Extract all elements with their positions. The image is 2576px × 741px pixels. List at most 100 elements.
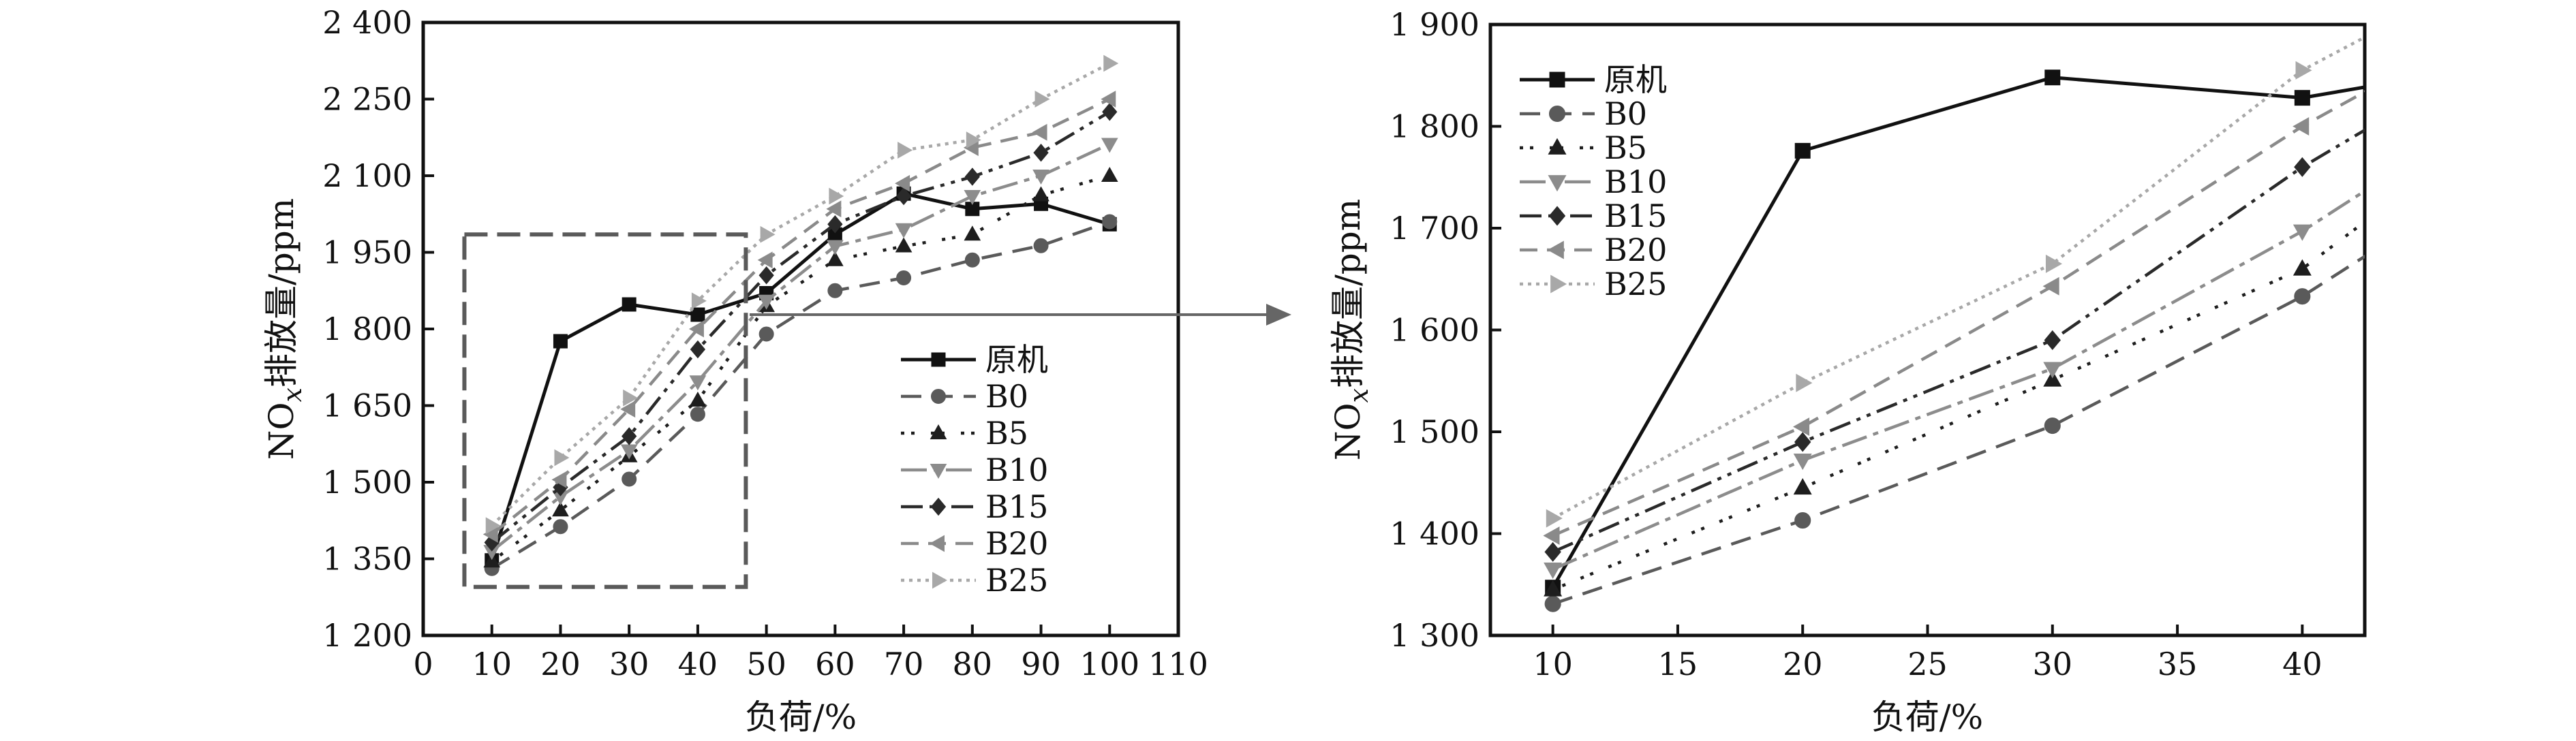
left-legend-marker [930,424,947,439]
right-legend-marker [1547,240,1564,259]
left-series-B0 [484,214,1118,576]
left-data-point [758,326,774,342]
left-series-line [490,191,1110,561]
right-legend-marker [1548,105,1566,123]
left-data-point [760,225,776,243]
left-y-tick-label: 1 200 [322,617,412,654]
right-data-point [1544,541,1561,562]
right-legend-marker [1549,72,1565,88]
left-data-point [757,251,773,269]
right-x-tick-label: 10 [1533,646,1573,682]
left-data-point [1032,123,1047,141]
left-legend-label: 原机 [985,341,1048,378]
right-series-line [1551,76,2365,588]
left-data-point [758,294,775,310]
left-legend-marker [932,571,948,589]
left-legend-label: B5 [985,415,1028,452]
left-data-point [896,270,912,285]
left-data-point [1034,91,1050,108]
right-series-B0 [1544,254,2365,612]
right-data-point [1794,142,1811,159]
left-data-point [895,223,913,238]
left-data-point [964,168,980,186]
left-legend-label: B15 [985,488,1048,525]
left-series [482,54,1119,576]
left-data-point [1033,143,1049,162]
right-series-B10 [1544,64,2560,580]
right-legend-item: B25 [1520,266,1667,302]
right-axes: 10 15 20 25 30 35 40 1 300 1 400 1 500 1 600 1 700 1… [1390,6,2322,682]
left-series-line [491,97,1111,536]
left-data-point [690,340,706,359]
left-y-axis-label: NOx排放量/ppm [262,198,307,460]
left-data-point [827,215,843,234]
right-legend-marker [1550,274,1567,294]
left-series-line [491,110,1111,544]
left-data-point [1101,91,1116,108]
left-series-line [491,62,1111,527]
right-x-tick-label: 30 [2033,646,2073,682]
left-data-point [827,240,844,255]
right-data-point [1544,580,1563,597]
right-data-point [2543,64,2560,80]
right-legend-item: B20 [1520,232,1667,268]
zoom-arrow-head [1266,304,1291,326]
left-legend-item: B20 [901,525,1048,562]
right-series-line [1552,35,2365,520]
left-data-point [895,237,913,253]
right-x-tick-label: 15 [1658,646,1698,682]
left-data-point [964,252,980,268]
left-legend-marker [931,389,946,404]
right-x-tick-label: 20 [1783,646,1823,682]
left-y-label-rest: 排放量/ppm [262,198,301,388]
left-legend-item: B0 [901,378,1028,415]
left-data-point [829,187,844,205]
left-legend-label: B20 [985,525,1048,562]
right-x-tick-label: 35 [2158,646,2198,682]
left-data-point [690,307,705,322]
left-data-point [620,400,636,418]
left-x-tick-label: 10 [472,646,512,682]
left-data-point [483,552,501,568]
left-legend-marker [930,464,947,479]
zoom-region-box [462,232,748,589]
left-data-point [623,389,639,407]
left-data-point [691,292,707,310]
right-legend-label: B10 [1604,163,1667,200]
right-series-B20 [1543,90,2365,545]
left-data-point [1101,166,1118,182]
left-data-point [964,190,981,206]
right-y-tick-label: 1 300 [1390,617,1479,654]
right-x-tick-label: 25 [1907,646,1948,682]
left-axes: 0 10 20 30 40 50 60 70 80 90 100 110 1 200 1 350 1 500… [322,4,1208,682]
right-data-point [2294,288,2311,305]
right-legend-label: B5 [1604,129,1647,166]
left-data-point [553,519,568,535]
right-series [1543,35,2560,612]
right-y-tick-label: 1 900 [1390,6,1479,43]
left-legend-marker [930,497,947,516]
left-legend-marker [929,535,945,552]
left-y-tick-label: 1 500 [322,464,412,501]
right-y-tick-label: 1 700 [1390,210,1479,247]
left-series-B20 [482,91,1116,543]
right-data-point [2044,69,2061,86]
left-data-point [964,225,981,241]
right-legend-marker [1548,206,1566,226]
left-legend-label: B0 [985,378,1028,415]
left-data-point [827,251,844,266]
right-data-point [2293,116,2310,136]
right-data-point [1544,595,1561,612]
right-y-tick-label: 1 600 [1390,312,1479,349]
left-x-tick-label: 20 [540,646,581,682]
left-data-point [689,375,707,391]
left-legend-item: B10 [901,452,1048,488]
left-x-tick-label: 90 [1021,646,1061,682]
right-series-原机 [1545,48,2560,596]
right-data-point [2545,48,2560,63]
left-y-tick-label: 2 400 [322,4,412,41]
left-data-point [1033,238,1049,253]
left-data-point [622,427,637,445]
